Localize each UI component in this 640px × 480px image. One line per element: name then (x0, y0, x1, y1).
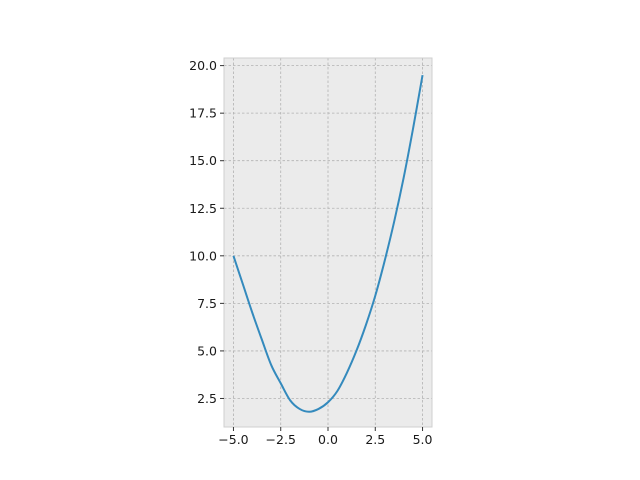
y-tick-label: 20.0 (189, 58, 217, 73)
y-tick-label: 17.5 (189, 106, 217, 121)
x-tick-label: 0.0 (318, 432, 338, 447)
grid (224, 58, 432, 427)
y-tick-label: 5.0 (197, 343, 217, 358)
x-tick-label: 2.5 (365, 432, 385, 447)
y-tick-label: 2.5 (197, 391, 217, 406)
x-tick-label: −5.0 (218, 432, 248, 447)
y-tick-label: 15.0 (189, 153, 217, 168)
x-tick-label: 5.0 (413, 432, 433, 447)
y-tick-label: 7.5 (197, 296, 217, 311)
x-tick-label: −2.5 (266, 432, 296, 447)
x-axis-ticks: −5.0 −2.5 0.0 2.5 5.0 (218, 427, 433, 447)
y-axis-ticks: 2.5 5.0 7.5 10.0 12.5 15.0 17.5 20.0 (189, 58, 224, 406)
y-tick-label: 10.0 (189, 248, 217, 263)
series-line (232, 74, 424, 413)
series-lines (232, 74, 424, 413)
y-tick-label: 12.5 (189, 201, 217, 216)
